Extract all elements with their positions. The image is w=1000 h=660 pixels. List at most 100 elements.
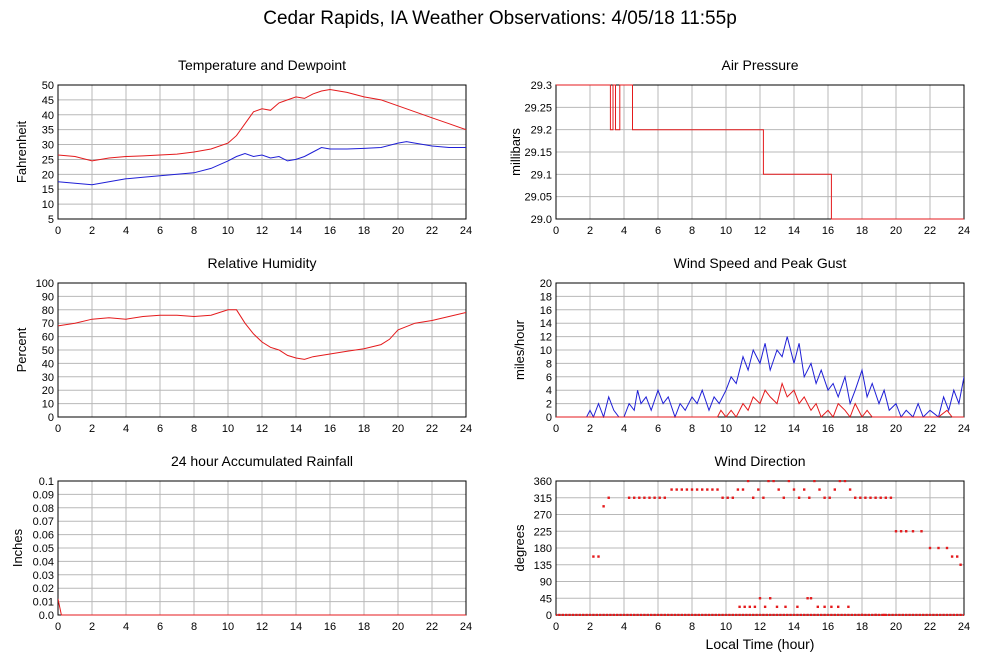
data-point [673, 613, 677, 616]
x-tick-label: 6 [655, 621, 661, 633]
x-tick-label: 18 [358, 423, 370, 435]
data-point [752, 496, 755, 499]
x-tick-label: 16 [324, 621, 336, 633]
y-tick-label: 0.04 [33, 556, 54, 568]
y-tick-label: 30 [42, 140, 54, 152]
y-tick-label: 16 [540, 305, 552, 317]
x-tick-label: 0 [553, 423, 559, 435]
x-tick-label: 8 [689, 225, 695, 237]
data-point [726, 496, 729, 499]
x-tick-label: 0 [553, 225, 559, 237]
data-point [556, 613, 558, 616]
data-point [769, 613, 772, 616]
x-tick-label: 12 [256, 423, 268, 435]
data-point [857, 613, 860, 616]
data-point [823, 613, 826, 616]
data-point [789, 613, 792, 616]
data-point [818, 488, 821, 491]
data-point [792, 488, 796, 491]
data-point [772, 480, 775, 483]
data-point [629, 613, 632, 616]
data-point [777, 488, 780, 491]
data-point [707, 613, 711, 616]
plot-frame [555, 84, 965, 220]
data-point [828, 496, 831, 499]
data-point [837, 613, 840, 616]
x-tick-label: 4 [123, 423, 129, 435]
data-point [592, 555, 595, 558]
y-tick-label: 6 [546, 372, 552, 384]
y-tick-label: 29.05 [524, 192, 552, 204]
plot-frame [57, 84, 467, 220]
data-point [874, 496, 877, 499]
x-tick-label: 8 [191, 621, 197, 633]
x-tick-label: 10 [720, 225, 732, 237]
data-point [928, 546, 932, 550]
y-tick-label: 90 [540, 577, 552, 589]
data-point [685, 488, 689, 491]
air-pressure-title: Air Pressure [721, 57, 798, 73]
x-tick-label: 6 [157, 621, 163, 633]
y-tick-label: 10 [42, 199, 54, 211]
data-point [945, 613, 949, 616]
data-point [602, 505, 605, 508]
wind-direction-chart: 0 2 4 6 8 10 12 14 16 18 20 22 240459013518022527031… [512, 453, 970, 633]
x-tick-label: 22 [426, 621, 438, 633]
data-point [695, 488, 699, 491]
y-tick-label: 45 [540, 593, 552, 605]
data-point [775, 605, 779, 609]
y-axis-label: Fahrenheit [14, 121, 29, 184]
x-tick-label: 8 [191, 225, 197, 237]
y-tick-label: 15 [42, 184, 54, 196]
data-point [704, 613, 707, 616]
x-tick-label: 14 [290, 621, 302, 633]
x-tick-label: 12 [754, 225, 766, 237]
data-point [748, 613, 751, 616]
x-tick-label: 24 [958, 423, 970, 435]
data-point [731, 613, 734, 616]
series-line-0 [58, 309, 466, 360]
data-point [928, 613, 932, 616]
data-point [959, 613, 962, 616]
y-tick-label: 0 [546, 412, 552, 424]
data-point [605, 613, 609, 616]
x-tick-label: 22 [924, 225, 936, 237]
data-point [952, 613, 955, 616]
y-tick-label: 20 [540, 278, 552, 290]
data-point [911, 613, 915, 616]
data-point [920, 530, 923, 533]
data-point [860, 613, 864, 616]
data-point [932, 613, 935, 616]
data-point [711, 488, 714, 491]
x-tick-label: 4 [621, 225, 627, 237]
data-point [627, 496, 631, 499]
temperature-and-dewpoint-title: Temperature and Dewpoint [178, 57, 346, 73]
x-tick-label: 22 [924, 423, 936, 435]
data-point [653, 496, 656, 499]
data-point [823, 496, 826, 499]
data-point [663, 613, 666, 616]
data-point [826, 613, 830, 616]
y-tick-label: 0.0 [39, 610, 54, 622]
data-point [823, 605, 826, 609]
y-tick-label: 35 [42, 125, 54, 137]
x-tick-label: 18 [856, 423, 868, 435]
data-point [690, 613, 694, 616]
data-point [799, 613, 802, 616]
data-point [588, 613, 592, 616]
y-tick-label: 0 [546, 610, 552, 622]
x-tick-label: 8 [689, 423, 695, 435]
data-point [612, 613, 615, 616]
data-point [879, 496, 882, 499]
data-point [782, 496, 785, 499]
data-point [595, 613, 598, 616]
y-tick-label: 0.09 [33, 489, 54, 501]
data-point [758, 597, 762, 600]
data-point [728, 613, 731, 616]
x-tick-label: 22 [924, 621, 936, 633]
y-tick-label: 180 [534, 543, 552, 555]
y-tick-label: 0 [48, 412, 54, 424]
data-point [633, 496, 636, 499]
data-point [626, 613, 629, 616]
